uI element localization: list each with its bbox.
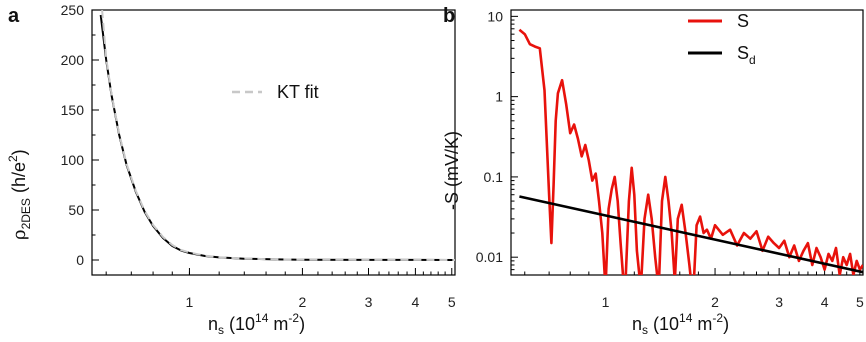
legend-kt-fit-label: KT fit [277,82,319,102]
x-label-sup-2: -2 [288,311,299,325]
panel-b-label: b [443,5,455,27]
x-label-rest-1: (10 [224,314,255,334]
x-tick-label: 3 [365,294,373,310]
panel-a-y-axis-label: ρ2DES (h/e2) [6,149,33,240]
y-tick-label: 250 [61,2,85,18]
x-label-rest-3: ) [299,314,305,334]
panel-b-y-ticks: 0.01 0.1 1 10 [476,8,518,271]
panel-a-x-ticks: 1 2 3 4 5 [105,268,456,310]
x-tick-label: 2 [711,294,719,310]
y-tick-label: 10 [487,8,503,24]
y-label-rho: ρ [9,229,30,240]
x-tick-label: 4 [821,294,829,310]
bx-label-sup-2: -2 [712,311,723,325]
panel-a-series [99,10,455,261]
bx-label-sup-1: 14 [679,311,693,325]
legend-sd-label: Sd [737,43,756,67]
panel-b-series [518,28,863,275]
panel-b-legend: S Sd [688,11,756,67]
panel-a-frame [91,9,456,276]
panel-b-x-axis-label: ns (1014 m-2) [632,311,729,337]
y-label-sup: 2 [6,155,20,162]
panel-a-x-axis-label: ns (1014 m-2) [208,311,305,337]
x-tick-label: 5 [856,294,864,310]
x-tick-label: 1 [186,294,194,310]
bx-label-rest-1: (10 [648,314,679,334]
bx-label-s-sub: s [642,323,648,337]
measured-series-line [99,14,455,261]
x-label-sup-1: 14 [255,311,269,325]
panel-a-y-ticks: 0 50 100 150 200 250 [61,2,99,268]
x-tick-label: 3 [775,294,783,310]
sd-series-line [519,195,863,274]
legend-sd-main: S [737,43,749,63]
y-tick-label: 0.01 [476,249,503,265]
panel-b: b 1 2 3 4 5 0.01 0.1 1 10 S Sd ns (1014 m-2) -S… [442,5,864,337]
kt-fit-series-line [101,10,455,261]
x-label-rest-2: m [268,314,288,334]
x-label-s-sub: s [218,323,224,337]
y-tick-label: 150 [61,102,85,118]
bx-label-rest-3: ) [723,314,729,334]
y-tick-label: 1 [495,89,503,105]
x-label-n: n [208,314,218,334]
panel-a: a 1 2 3 4 5 0 50 100 150 200 250 KT fit ns (1014 … [6,2,456,337]
bx-label-n: n [632,314,642,334]
y-label-rest: (h/e [9,162,29,198]
y-label-sub: 2DES [19,198,33,229]
legend-s-label: S [737,11,749,31]
y-tick-label: 0.1 [484,169,504,185]
panel-b-y-axis-label: -S (mV/K) [442,131,462,210]
y-tick-label: 50 [68,202,84,218]
panel-a-label: a [8,5,20,27]
y-tick-label: 200 [61,52,85,68]
s-series-line [518,28,863,275]
x-tick-label: 2 [299,294,307,310]
y-tick-label: 0 [76,252,84,268]
x-tick-label: 4 [412,294,420,310]
bx-label-rest-2: m [692,314,712,334]
legend-sd-sub: d [749,53,756,67]
x-tick-label: 5 [448,294,456,310]
y-tick-label: 100 [61,152,85,168]
panel-b-frame [510,9,864,276]
panel-a-legend: KT fit [232,82,319,102]
y-label-end: ) [9,149,29,155]
x-tick-label: 1 [602,294,610,310]
